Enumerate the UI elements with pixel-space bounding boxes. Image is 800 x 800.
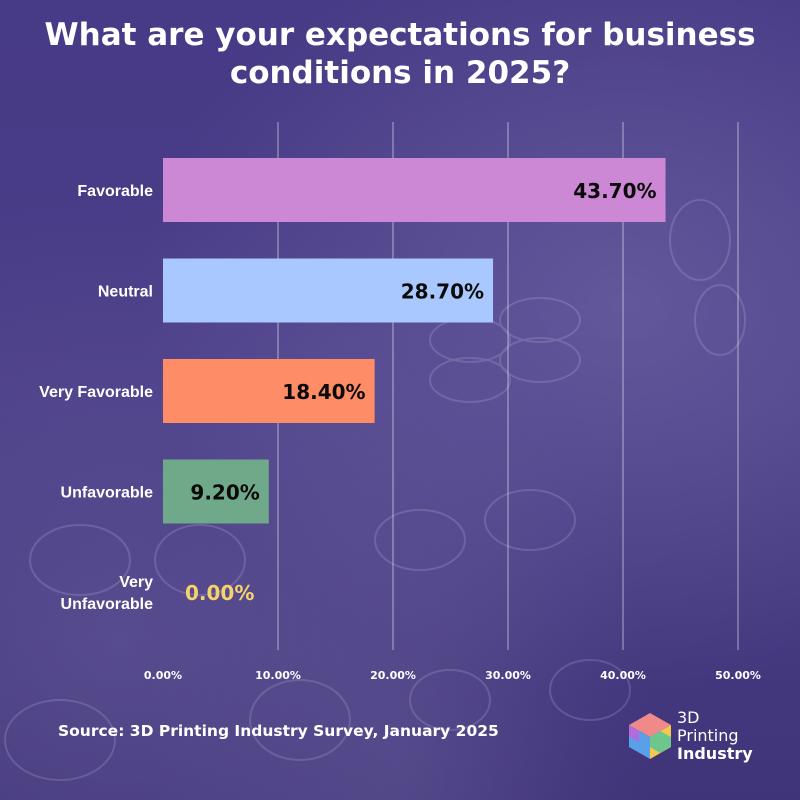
logo-line-1: 3D	[677, 708, 700, 727]
data-label: 0.00%	[185, 581, 254, 605]
category-label: Very Unfavorable	[61, 574, 154, 613]
category-label: Neutral	[98, 284, 153, 301]
logo-line-2: Printing	[677, 726, 739, 745]
data-label: 28.70%	[401, 280, 484, 304]
data-label: 43.70%	[573, 179, 656, 203]
bar	[163, 359, 375, 423]
x-tick-label: 50.00%	[715, 669, 761, 682]
x-tick-label: 40.00%	[600, 669, 646, 682]
source-note: Source: 3D Printing Industry Survey, Jan…	[58, 722, 499, 740]
x-tick-label: 20.00%	[370, 669, 416, 682]
chart-title: What are your expectations for business …	[44, 17, 756, 91]
brand-logo: 3D Printing Industry	[627, 707, 767, 767]
x-tick-label: 10.00%	[255, 669, 301, 682]
logo-wordmark: 3D Printing Industry	[677, 709, 753, 763]
data-label: 18.40%	[282, 380, 365, 404]
category-label: Unfavorable	[61, 485, 154, 502]
cube-logo-icon	[629, 713, 671, 759]
x-tick-label: 30.00%	[485, 669, 531, 682]
bar	[163, 258, 494, 323]
x-tick-label: 0.00%	[144, 669, 182, 682]
category-label: Favorable	[77, 183, 153, 200]
data-label: 9.20%	[190, 481, 259, 505]
bar	[163, 459, 269, 524]
bar	[163, 158, 666, 222]
category-label: Very Favorable	[39, 384, 153, 401]
logo-line-3: Industry	[677, 744, 753, 763]
